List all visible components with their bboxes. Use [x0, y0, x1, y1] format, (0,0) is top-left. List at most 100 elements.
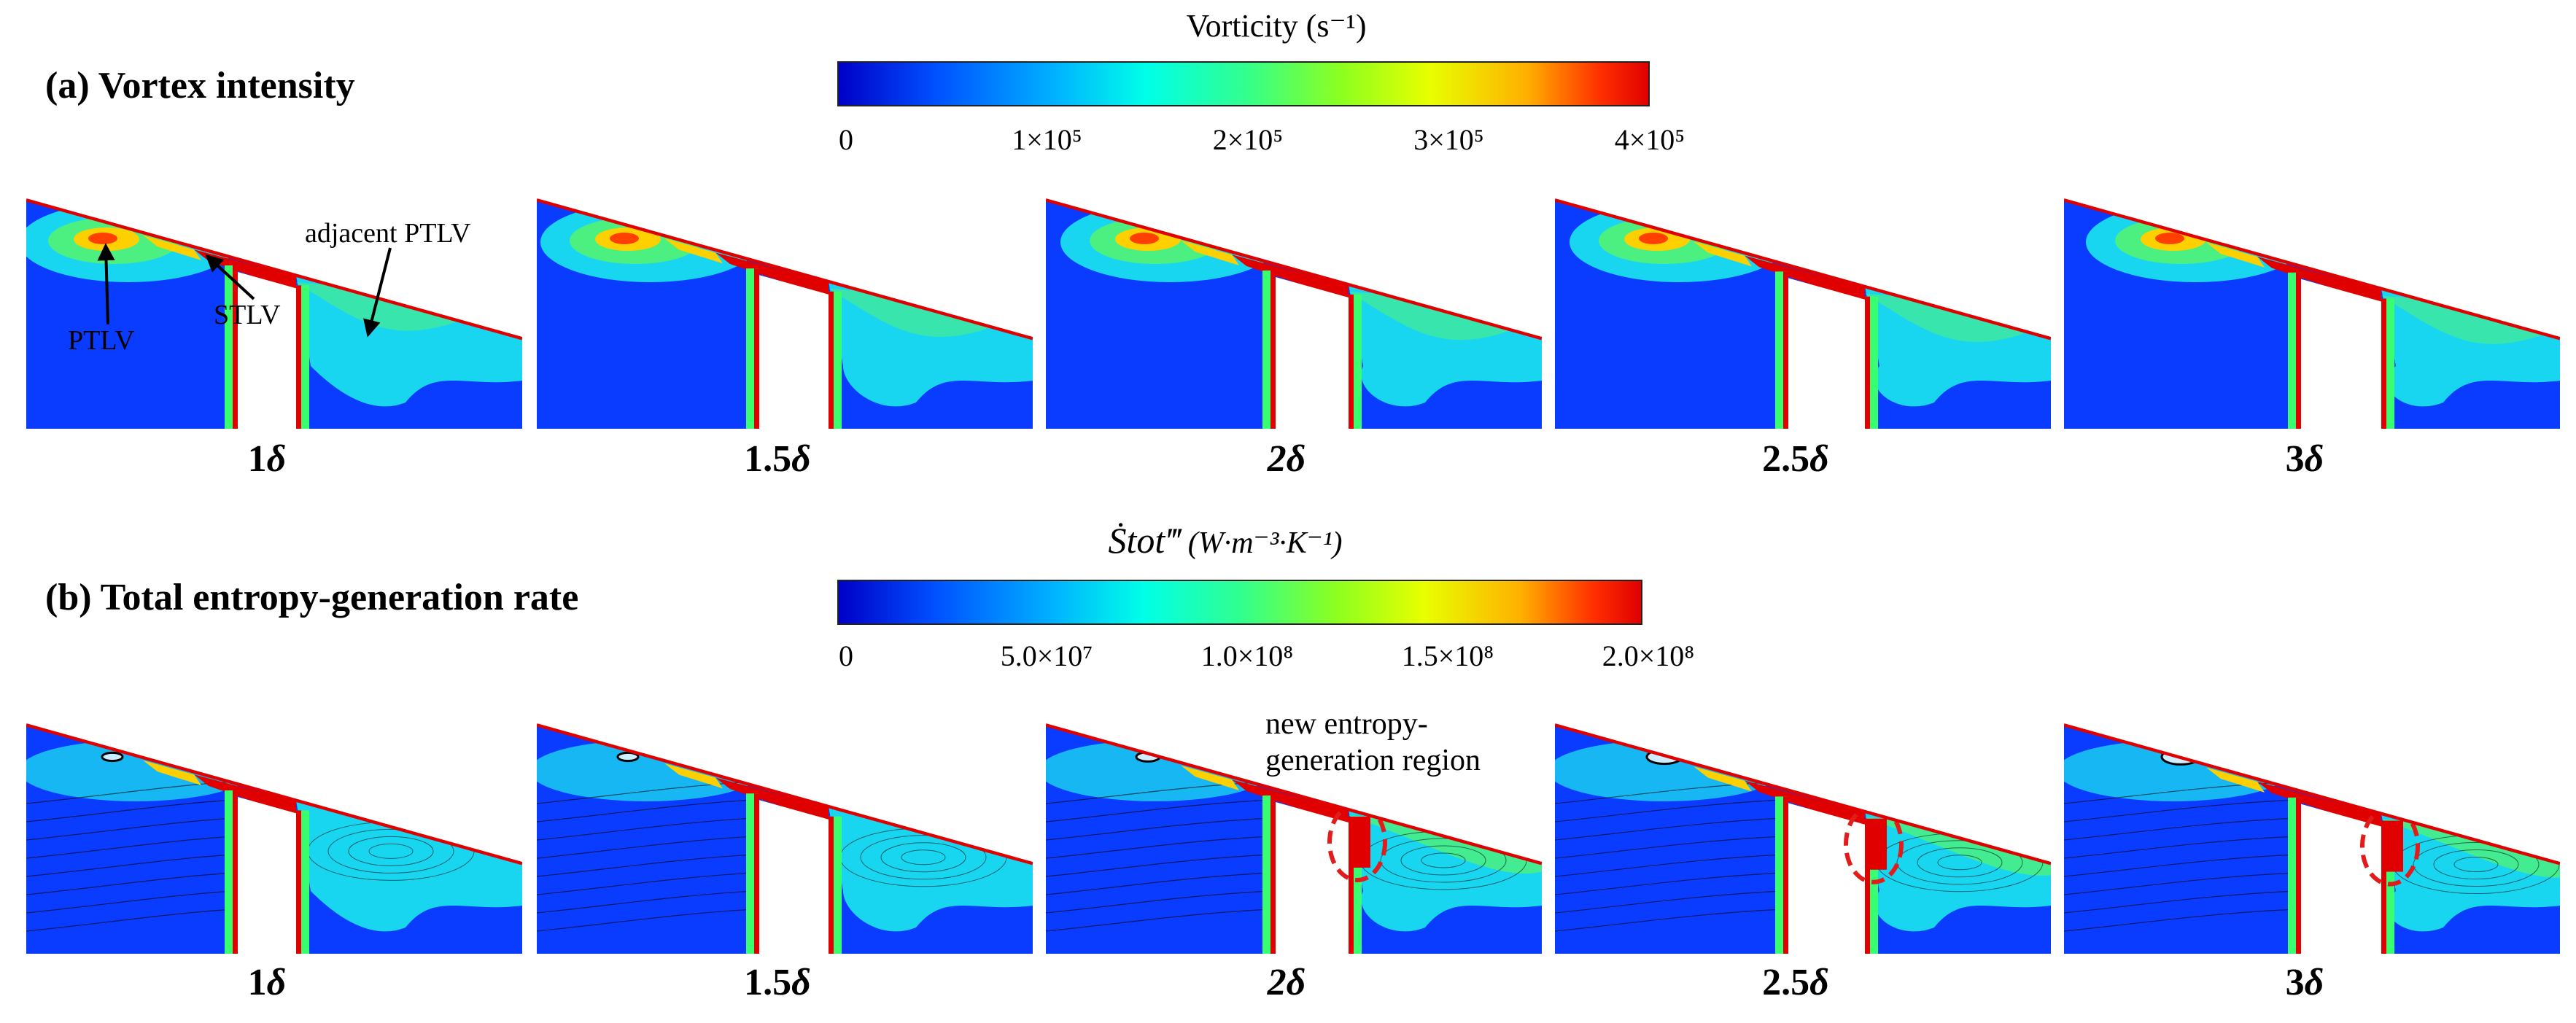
streamline: [1554, 854, 1785, 877]
blade-wall: [829, 291, 834, 522]
vorticity-panel-3: [1554, 198, 2062, 527]
entropy-units: (W·m⁻³·K⁻¹): [1187, 526, 1343, 560]
tip-leakage-streak: [715, 252, 829, 297]
blade-gap: [1276, 802, 1349, 954]
streamline: [1045, 854, 1273, 877]
streamline: [26, 909, 235, 932]
entropy-tick-4: 2.0×10⁸: [1602, 639, 1695, 672]
outside-domain: [1555, 723, 2051, 862]
streamline-loop: [2433, 849, 2519, 880]
blade-wall: [1865, 821, 1870, 1023]
streamline-loop: [2413, 842, 2540, 887]
entropy-panel-4: [2057, 723, 2576, 1023]
streamline: [2063, 854, 2298, 877]
blade-wall: [1783, 271, 1788, 502]
panel-label-delta: δ: [791, 962, 811, 1003]
panel-label-number: 2: [1267, 962, 1287, 1003]
streamline: [2063, 872, 2298, 895]
streamline: [2063, 890, 2298, 914]
panel-label-number: 2: [1267, 438, 1287, 480]
blade-wall: [296, 285, 301, 516]
blade-gap: [1276, 277, 1349, 429]
tip-leakage-shear: [2206, 767, 2265, 793]
casing-line: [1554, 198, 2052, 341]
blade-wall: [2296, 797, 2301, 1023]
blade-wall: [2381, 298, 2386, 529]
streamline: [1045, 799, 1273, 822]
tip-leakage-shear: [2206, 242, 2265, 268]
entropy-panel-label-0: 1δ: [248, 961, 287, 1004]
panel-label-delta: δ: [1286, 962, 1306, 1003]
streamline: [1554, 799, 1785, 822]
entropy-panel-2: [1039, 723, 1553, 1023]
downstream-region: [1865, 811, 2051, 932]
blade-wall: [754, 268, 759, 499]
panel-label-number: 1.5: [744, 438, 792, 480]
downstream-region: [1349, 809, 1542, 932]
new-region-line-1: new entropy-: [1265, 707, 1428, 741]
vorticity-panel-label-3: 2.5δ: [1762, 437, 1829, 481]
tip-leakage-shear: [664, 763, 723, 789]
new-region-core: [2381, 820, 2403, 872]
tip-leakage-shear: [1694, 241, 1752, 267]
vortex-core: [1130, 233, 1159, 244]
entropy-colorbar-label: Ṡtot‴ (W·m⁻³·K⁻¹): [970, 519, 1481, 561]
vortex-core: [88, 233, 117, 244]
tip-leakage-shear: [143, 235, 201, 261]
outside-domain: [26, 198, 522, 337]
vorticity-panel-2: [1045, 198, 1545, 525]
section-b-title: (b) Total entropy-generation rate: [45, 577, 579, 618]
new-region-line-2: generation region: [1265, 744, 1481, 777]
tip-leakage-streak: [194, 774, 296, 817]
panel-label-number: 1: [247, 962, 267, 1003]
vorticity-tick-2: 2×10⁵: [1212, 123, 1284, 156]
streamline: [1554, 836, 1785, 859]
vorticity-tick-0: 0: [839, 123, 853, 156]
streamline: [2063, 817, 2298, 841]
casing-line: [536, 198, 1033, 341]
tip-leakage-streak: [1745, 780, 1865, 828]
ptlv-annotation: PTLV: [68, 325, 135, 356]
entropy-panel-0: [19, 723, 523, 1023]
vorticity-colorbar-label: Vorticity (s⁻¹): [1186, 8, 1367, 44]
blade-gap: [1788, 803, 1865, 954]
entropy-panel-label-4: 3δ: [2286, 961, 2324, 1004]
streamline-loop: [901, 849, 946, 866]
tip-leakage-shear: [143, 760, 201, 786]
blade-gap: [1788, 278, 1865, 429]
entropy-tick-3: 1.5×10⁸: [1401, 639, 1494, 672]
casing-line: [536, 723, 1033, 866]
blade-wall: [1783, 796, 1788, 1023]
vorticity-tick-1: 1×10⁵: [1012, 123, 1082, 156]
streamline: [536, 909, 756, 932]
downstream-region: [829, 806, 1033, 932]
blade-wall: [2381, 823, 2386, 1023]
streamline: [2063, 799, 2298, 822]
panel-label-delta: δ: [2304, 438, 2324, 480]
panel-label-delta: δ: [266, 438, 287, 480]
tip-leakage-streak: [2257, 782, 2381, 830]
vorticity-colorbar: [837, 61, 1650, 106]
streamline: [1554, 909, 1785, 932]
outside-domain: [1046, 198, 1542, 337]
casing-line: [1554, 723, 2052, 866]
vortex-marker: [616, 751, 640, 763]
new-region-annotation: new entropy- generation region: [1265, 706, 1481, 779]
blade-wall: [296, 810, 301, 1023]
blade-wall: [1349, 294, 1354, 525]
streamline: [26, 890, 235, 914]
casing-line: [2063, 723, 2561, 866]
streamline: [2063, 909, 2298, 932]
streamline: [26, 817, 235, 841]
entropy-colorbar: [837, 580, 1642, 625]
outside-domain: [26, 723, 522, 862]
stlv-annotation: STLV: [214, 300, 281, 330]
tip-leakage-streak: [715, 777, 829, 822]
casing-line: [26, 198, 523, 341]
tip-leakage-shear: [1694, 766, 1752, 792]
casing-line: [1045, 198, 1543, 341]
streamline: [1045, 872, 1273, 895]
blade-wall: [233, 265, 238, 496]
entropy-panel-3: [1548, 723, 2069, 1023]
tip-leakage-streak: [1745, 255, 1865, 303]
